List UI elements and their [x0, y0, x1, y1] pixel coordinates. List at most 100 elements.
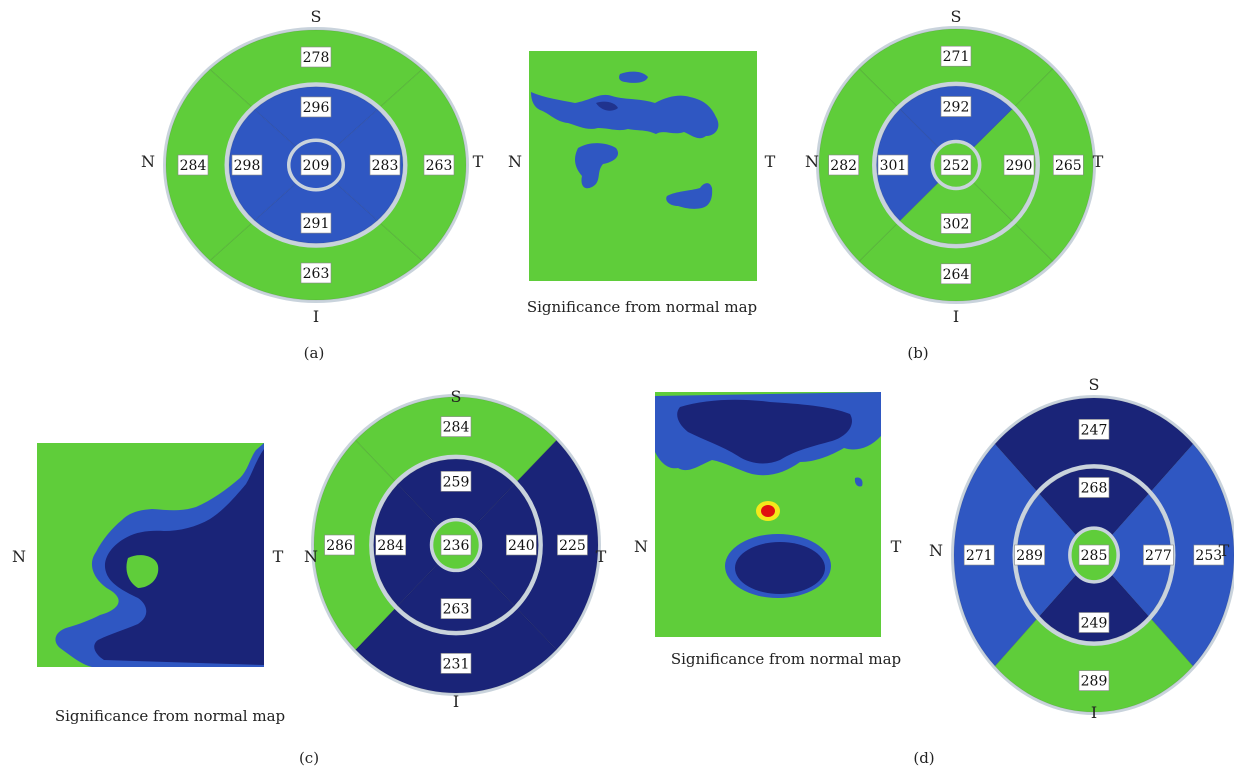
etdrs-grid-c: 284 231 286 225 259 263 284 240 236: [311, 394, 601, 696]
etdrs-value-text: 263: [443, 602, 470, 618]
etdrs-grid-a: 278 263 284 263 296 291 298 283 209: [163, 27, 469, 303]
map-b-blue-spot-top: [619, 71, 648, 83]
etdrs-value-inner-i: 249: [1078, 612, 1110, 633]
map-b-dark-spot: [596, 101, 618, 111]
etdrs-value-center: 236: [440, 534, 472, 556]
etdrs-value-text: 236: [443, 538, 470, 554]
etdrs-value-text: 240: [508, 538, 535, 554]
etdrs-value-outer-i: 231: [440, 653, 472, 674]
etdrs-value-inner-n: 284: [375, 534, 406, 556]
etdrs-value-text: 284: [180, 158, 207, 174]
etdrs-inner-border: [1012, 464, 1176, 646]
etdrs-value-outer-s: 247: [1078, 419, 1110, 440]
etdrs-value-text: 282: [830, 158, 857, 174]
significance-caption-d: Significance from normal map: [671, 650, 901, 668]
etdrs-value-outer-t: 253: [1193, 544, 1225, 566]
etdrs-center-border: [930, 139, 982, 191]
label-c-inferior: I: [453, 692, 459, 711]
etdrs-value-text: 284: [377, 538, 404, 554]
map-b-blue-spot-left: [575, 143, 619, 189]
etdrs-value-box: [440, 653, 472, 674]
etdrs-value-text: 265: [1055, 158, 1082, 174]
etdrs-value-inner-s: 259: [440, 471, 472, 492]
etdrs-value-inner-t: 290: [1003, 154, 1035, 176]
etdrs-value-text: 231: [443, 656, 470, 672]
etdrs-value-text: 292: [943, 100, 970, 116]
etdrs-value-text: 264: [943, 267, 970, 283]
label-b-temporal: T: [1093, 152, 1104, 171]
label-a-superior: S: [311, 7, 322, 26]
map-c-green-notch: [126, 555, 159, 588]
etdrs-value-box: [877, 154, 909, 176]
etdrs-value-text: 271: [966, 548, 993, 564]
etdrs-value-box: [440, 534, 472, 556]
etdrs-value-text: 301: [880, 158, 907, 174]
map-b-blue-band: [531, 92, 719, 139]
etdrs-value-outer-i: 264: [940, 263, 972, 285]
etdrs-value-box: [423, 154, 455, 176]
label-b-superior: S: [951, 7, 962, 26]
label-c-map-temporal: T: [273, 547, 284, 566]
label-d-inferior: I: [1091, 703, 1097, 722]
etdrs-value-box: [506, 534, 537, 556]
label-c-map-nasal: N: [12, 547, 26, 566]
etdrs-value-text: 259: [443, 474, 470, 490]
etdrs-value-box: [940, 45, 972, 67]
etdrs-value-text: 225: [559, 538, 586, 554]
etdrs-value-box: [1078, 419, 1110, 440]
etdrs-value-text: 289: [1081, 674, 1108, 690]
etdrs-value-text: 302: [943, 216, 970, 232]
label-c-temporal: T: [596, 547, 607, 566]
significance-caption-c: Significance from normal map: [55, 707, 285, 725]
etdrs-value-box: [940, 154, 972, 176]
map-b-blue-spot-right: [666, 183, 713, 209]
label-a-temporal: T: [473, 152, 484, 171]
etdrs-value-text: 263: [426, 158, 453, 174]
etdrs-value-box: [963, 544, 995, 566]
etdrs-value-text: 277: [1145, 548, 1172, 564]
label-d-superior: S: [1089, 375, 1100, 394]
etdrs-value-outer-s: 278: [300, 46, 332, 68]
etdrs-value-inner-s: 268: [1078, 477, 1110, 498]
etdrs-value-outer-n: 284: [177, 154, 209, 176]
etdrs-value-box: [940, 96, 972, 117]
etdrs-value-text: 249: [1081, 616, 1108, 632]
label-d-temporal: T: [1219, 541, 1230, 560]
etdrs-value-box: [300, 212, 332, 234]
etdrs-value-box: [369, 154, 401, 176]
etdrs-value-box: [300, 96, 332, 118]
etdrs-value-text: 278: [303, 50, 330, 66]
etdrs-value-box: [940, 263, 972, 285]
etdrs-value-text: 283: [372, 158, 399, 174]
etdrs-value-center: 252: [940, 154, 972, 176]
etdrs-value-inner-n: 301: [877, 154, 909, 176]
etdrs-value-outer-s: 271: [940, 45, 972, 67]
etdrs-inner-border: [224, 82, 408, 248]
significance-caption-b: Significance from normal map: [527, 298, 757, 316]
label-b-map-nasal: N: [508, 152, 522, 171]
etdrs-value-box: [300, 262, 332, 284]
etdrs-value-box: [300, 154, 332, 176]
etdrs-value-inner-i: 263: [440, 598, 472, 619]
panel-caption-c: (c): [299, 749, 319, 767]
etdrs-value-box: [1143, 544, 1174, 566]
etdrs-value-inner-i: 291: [300, 212, 332, 234]
etdrs-value-text: 298: [234, 158, 261, 174]
etdrs-value-text: 291: [303, 216, 330, 232]
etdrs-value-center: 209: [300, 154, 332, 176]
map-c-dark-region: [94, 449, 264, 665]
map-d-small-spot: [854, 477, 863, 487]
etdrs-value-text: 247: [1081, 422, 1108, 438]
etdrs-value-box: [1193, 544, 1225, 566]
etdrs-value-box: [1014, 544, 1045, 566]
etdrs-grid-d: 247 289 271 253 268 249 289 277 285: [951, 395, 1234, 715]
etdrs-value-box: [177, 154, 209, 176]
etdrs-value-center: 285: [1078, 544, 1110, 566]
etdrs-value-text: 290: [1006, 158, 1033, 174]
significance-map-b: [529, 51, 757, 281]
etdrs-value-outer-n: 271: [963, 544, 995, 566]
etdrs-value-box: [324, 534, 355, 556]
etdrs-value-box: [1053, 154, 1084, 176]
etdrs-value-outer-n: 282: [828, 154, 859, 176]
